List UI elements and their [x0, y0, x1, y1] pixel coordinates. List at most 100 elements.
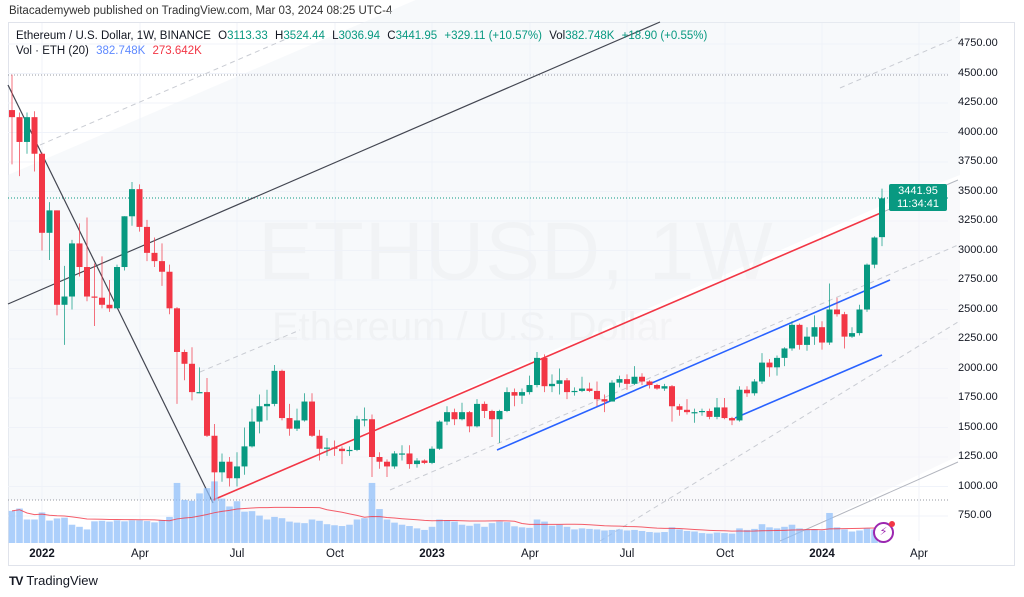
candle — [361, 407, 368, 427]
candle — [699, 408, 705, 416]
candle-body — [504, 392, 510, 411]
volume-bar — [713, 532, 721, 543]
candle — [54, 210, 60, 316]
vol-change: +18.90 (+0.55%) — [621, 30, 708, 42]
lightning-icon[interactable]: ⚡ — [873, 521, 895, 543]
candle-body — [346, 449, 353, 452]
candle — [406, 445, 413, 469]
volume-bar — [68, 524, 76, 543]
y-tick: 3500.00 — [958, 184, 998, 197]
volume-bar — [518, 527, 526, 543]
volume-bar — [376, 509, 383, 543]
volume-bar — [481, 526, 488, 543]
volume-bar — [803, 529, 811, 543]
red-channel-line — [212, 211, 884, 501]
volume-bar — [23, 519, 31, 543]
candle-body — [631, 376, 638, 384]
candle-body — [9, 110, 15, 118]
legend: Ethereum / U.S. Dollar, 1W, BINANCE O311… — [16, 29, 711, 59]
volume-bar — [16, 508, 23, 543]
x-tick: 2024 — [809, 548, 835, 560]
candle-body — [834, 309, 840, 315]
candle-body — [789, 324, 795, 349]
candle — [496, 409, 503, 443]
candle-body — [144, 226, 150, 253]
publisher-caption: Bitacademyweb published on TradingView.c… — [9, 5, 393, 17]
candle — [759, 353, 765, 384]
tradingview-logo[interactable]: TV TradingView — [9, 573, 98, 588]
candle — [616, 375, 623, 388]
candle-body — [16, 117, 23, 142]
y-tick: 4000.00 — [958, 125, 998, 138]
volume-bar — [158, 520, 166, 543]
candle-body — [264, 403, 270, 407]
candle-body — [129, 189, 135, 217]
volume-bar — [818, 530, 826, 543]
candle-body — [744, 389, 750, 394]
candle — [114, 264, 120, 309]
candle — [279, 369, 285, 421]
volume-bar — [773, 528, 781, 543]
candle-body — [159, 261, 165, 272]
volume-bar — [143, 521, 151, 543]
candle — [721, 398, 728, 420]
legend-symbol[interactable]: Ethereum / U.S. Dollar, 1W, BINANCE — [16, 30, 211, 42]
candle — [586, 382, 593, 393]
candle — [819, 321, 825, 350]
candle-body — [196, 392, 203, 394]
candle — [24, 112, 30, 154]
candle-body — [811, 327, 818, 337]
candle-body — [541, 357, 548, 387]
high-value: 3524.44 — [283, 30, 325, 42]
volume-bar — [586, 528, 593, 543]
candle-body — [646, 381, 653, 386]
candle — [339, 446, 345, 465]
candle-body — [519, 392, 525, 396]
candle-body — [564, 380, 570, 393]
y-tick: 1000.00 — [958, 479, 998, 492]
candle-body — [361, 419, 368, 421]
candle — [556, 368, 563, 395]
candle-body — [661, 386, 668, 389]
last-price-label: 3441.95 11:34:41 — [889, 184, 947, 211]
candle-body — [271, 370, 278, 404]
volume-study-label[interactable]: Vol · ETH (20) — [16, 45, 89, 57]
volume-bar — [728, 533, 736, 543]
candle — [31, 111, 38, 172]
candle-body — [751, 381, 758, 394]
candle-body — [211, 435, 218, 473]
volume-bar — [503, 522, 511, 543]
candle — [789, 321, 795, 351]
y-tick: 3750.00 — [958, 155, 998, 167]
candle-body — [706, 410, 713, 417]
candle — [751, 379, 758, 396]
candle — [159, 243, 165, 286]
candle — [646, 380, 653, 389]
candle-body — [61, 296, 68, 305]
candle-body — [669, 386, 675, 407]
candle-body — [684, 409, 690, 413]
volume-bar — [781, 526, 788, 543]
candle — [264, 389, 270, 421]
volume-bar — [406, 526, 413, 543]
candle-body — [166, 271, 173, 309]
volume-bar — [323, 524, 331, 543]
y-tick: 1500.00 — [958, 420, 998, 433]
candle-body — [879, 198, 885, 238]
open-label: O — [218, 30, 228, 42]
low-label: L — [332, 30, 339, 42]
high-label: H — [275, 30, 284, 42]
candle-body — [136, 189, 143, 227]
volume-bar — [308, 519, 316, 543]
volume-bar — [533, 519, 541, 543]
volume-bar — [61, 517, 68, 543]
candle — [871, 236, 878, 269]
candle-body — [759, 362, 765, 382]
candle — [744, 386, 750, 397]
candle-body — [24, 117, 30, 142]
volume-bar — [451, 521, 458, 543]
candle — [376, 452, 383, 469]
volume-bar — [241, 511, 248, 543]
candle-body — [841, 314, 848, 337]
